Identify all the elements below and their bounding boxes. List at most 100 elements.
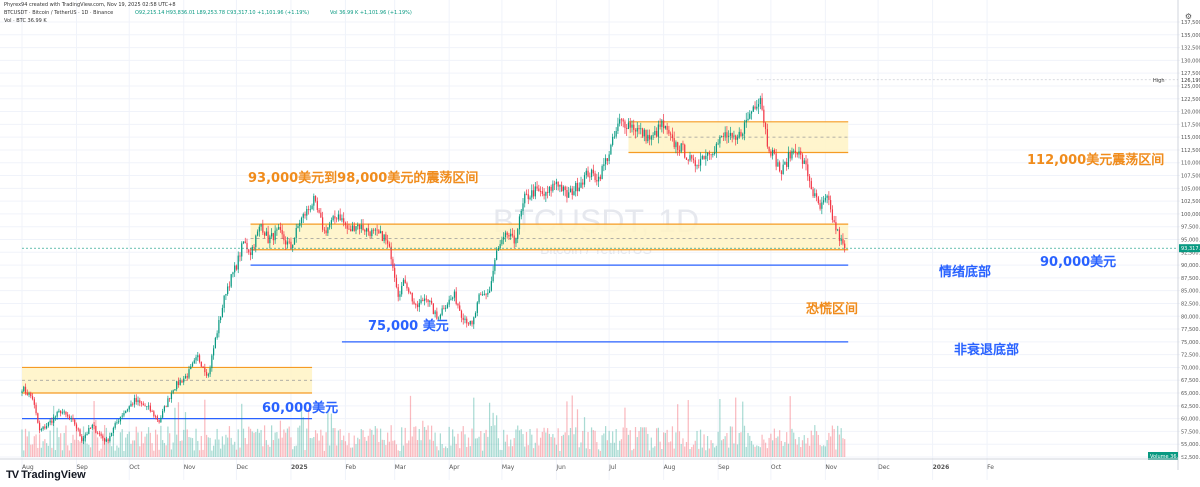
candle-body: [733, 135, 735, 137]
candle-body: [780, 171, 783, 175]
candle-body: [42, 426, 44, 430]
candle-body: [95, 425, 97, 433]
volume-bar: [515, 429, 517, 457]
candle-body: [766, 129, 768, 147]
candle-body: [239, 255, 241, 257]
candle-body: [508, 234, 510, 237]
candle-body: [47, 422, 49, 427]
time-axis-tick-label: Feb: [345, 464, 356, 471]
time-axis-tick-label: Apr: [449, 464, 460, 471]
settings-icon[interactable]: ⚙: [1184, 12, 1192, 21]
candle-body: [237, 255, 239, 270]
candle-body: [692, 158, 695, 161]
volume-bar: [415, 426, 417, 457]
candle-body: [645, 129, 647, 142]
candle-body: [768, 146, 770, 152]
volume-bar: [163, 442, 166, 457]
candle-body: [186, 376, 188, 378]
tradingview-brand[interactable]: TV TradingView: [6, 469, 86, 481]
volume-bar: [202, 449, 204, 457]
candle-body: [833, 219, 835, 223]
volume-tag-bg: [1148, 452, 1178, 460]
candle-body: [580, 182, 582, 188]
candle-body: [26, 392, 28, 395]
candle-body: [365, 228, 368, 232]
candle-body: [119, 416, 122, 422]
volume-bar: [466, 446, 468, 457]
volume-bar: [520, 429, 522, 457]
candle-body: [561, 184, 563, 192]
volume-bar: [810, 430, 812, 457]
candle-body: [198, 355, 201, 362]
candle-body: [91, 424, 93, 429]
volume-bar: [119, 432, 122, 457]
price-axis-tick-label: 130,000.00: [1181, 58, 1200, 64]
candle-body: [100, 433, 102, 436]
volume-bar: [104, 425, 106, 457]
candle-body: [313, 196, 315, 206]
volume-bar: [638, 431, 640, 457]
volume-bar: [605, 426, 607, 457]
volume-bar: [263, 425, 266, 457]
candle-body: [374, 229, 376, 231]
candle-body: [772, 149, 774, 156]
volume-bar: [332, 428, 334, 457]
volume-bar: [306, 428, 308, 457]
volume-bar: [107, 440, 109, 457]
volume-bar: [754, 446, 756, 457]
volume-bar: [61, 450, 64, 457]
candle-body: [367, 228, 369, 232]
volume-bar: [316, 433, 318, 457]
volume-bar: [365, 440, 368, 457]
volume-bar: [371, 429, 373, 457]
candle-body: [379, 231, 382, 234]
volume-bar: [812, 435, 814, 457]
volume-bar: [705, 450, 707, 457]
candle-body: [351, 225, 354, 232]
volume-bar: [246, 444, 248, 457]
volume-bar: [149, 432, 151, 457]
candle-body: [520, 210, 522, 217]
volume-bar: [608, 430, 610, 457]
candle-body: [726, 132, 728, 138]
candle-body: [227, 286, 229, 294]
candle-body: [167, 398, 169, 408]
volume-bar: [668, 442, 670, 457]
candle-body: [513, 235, 515, 244]
candle-body: [142, 403, 144, 406]
volume-bar: [566, 401, 568, 457]
price-axis-tick-label: 87,500.00: [1181, 276, 1200, 282]
volume-bar: [376, 428, 378, 457]
candle-body: [242, 241, 245, 244]
candle-body: [534, 186, 536, 197]
volume-bar: [838, 434, 841, 457]
header-symbol: BTCUSDT · Bitcoin / TetherUS · 1D · Bina…: [4, 10, 114, 16]
volume-bar: [779, 430, 781, 457]
volume-bar: [154, 429, 157, 457]
candle-body: [764, 122, 767, 130]
candle-body: [705, 155, 707, 160]
volume-bar: [573, 434, 575, 457]
candle-body: [794, 150, 797, 153]
candle-body: [74, 419, 76, 425]
volume-bar: [30, 444, 32, 457]
volume-bar: [330, 413, 333, 457]
high-tag: High: [1153, 78, 1165, 84]
candle-body: [624, 121, 626, 128]
volume-bar: [743, 425, 746, 457]
candle-body: [532, 190, 535, 197]
candle-body: [527, 194, 529, 200]
volume-bar: [719, 399, 721, 457]
volume-bar: [314, 430, 317, 457]
volume-bar: [775, 437, 777, 457]
candle-body: [244, 241, 246, 243]
candle-body: [736, 137, 739, 140]
candle-body: [372, 229, 375, 231]
candle-body: [496, 250, 498, 260]
volume-bar: [360, 429, 362, 457]
volume-bar: [218, 439, 220, 457]
volume-bar: [351, 447, 354, 457]
price-axis-tick-label: 65,000.00: [1181, 391, 1200, 397]
volume-bar: [833, 428, 835, 457]
